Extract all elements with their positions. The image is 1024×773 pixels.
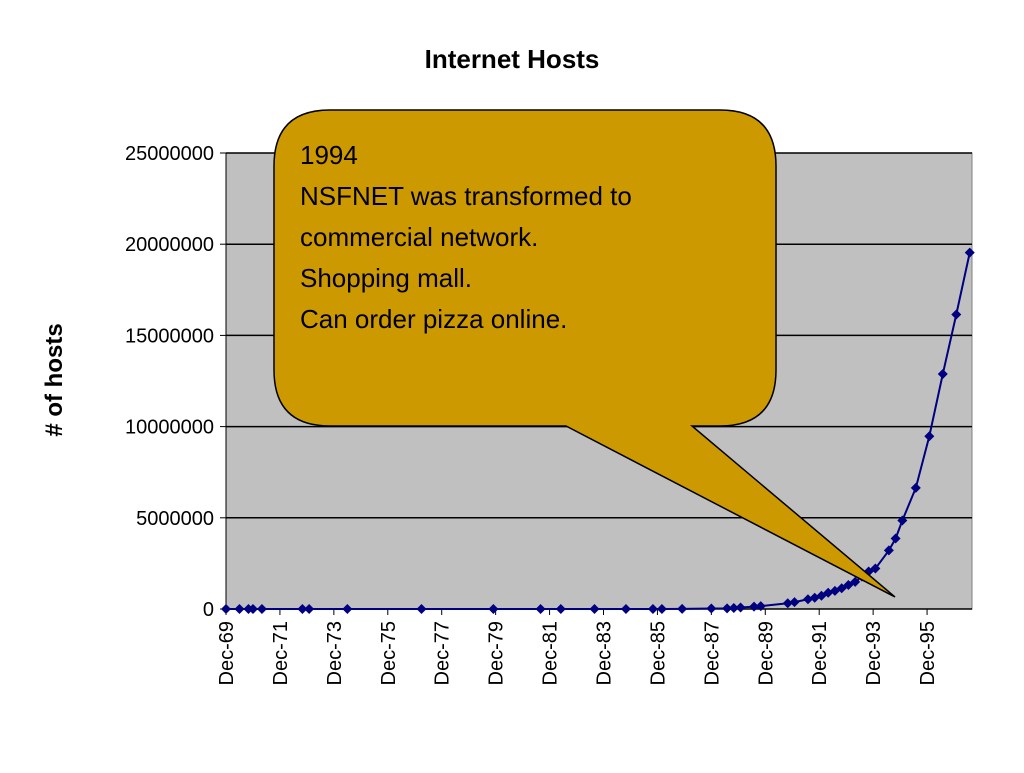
y-tick-label: 10000000 <box>125 417 214 439</box>
data-point <box>964 247 975 258</box>
x-tick-label: Dec-75 <box>378 621 400 685</box>
data-point <box>890 533 901 544</box>
data-point <box>735 602 746 613</box>
data-point <box>722 603 733 614</box>
data-point <box>304 603 315 614</box>
y-tick-label: 0 <box>203 599 214 621</box>
data-point <box>706 603 717 614</box>
callout-text: Shopping mall. <box>300 263 472 293</box>
x-tick-label: Dec-77 <box>432 621 454 685</box>
data-point <box>910 482 921 493</box>
y-tick-label: 25000000 <box>125 143 214 165</box>
y-tick-label: 5000000 <box>136 508 214 530</box>
data-point <box>883 545 894 556</box>
x-tick-label: Dec-69 <box>216 621 238 685</box>
callout-text: Can order pizza online. <box>300 304 567 334</box>
data-point <box>789 597 800 608</box>
callout-text: 1994 <box>300 140 358 170</box>
x-tick-label: Dec-73 <box>324 621 346 685</box>
y-tick-label: 20000000 <box>125 234 214 256</box>
data-point <box>951 309 962 320</box>
data-point <box>656 603 667 614</box>
data-point <box>782 598 793 609</box>
y-axis-title: # of hosts <box>41 323 68 436</box>
x-tick-label: Dec-85 <box>647 621 669 685</box>
callout-text: NSFNET was transformed to <box>300 181 632 211</box>
data-point <box>647 603 658 614</box>
x-tick-label: Dec-79 <box>486 621 508 685</box>
data-point <box>221 603 231 614</box>
x-tick-label: Dec-89 <box>755 621 777 685</box>
data-point <box>416 603 427 614</box>
data-point <box>247 603 258 614</box>
x-tick-label: Dec-81 <box>540 621 562 685</box>
data-point <box>937 369 948 380</box>
data-point <box>589 603 600 614</box>
x-tick-label: Dec-83 <box>593 621 615 685</box>
data-point <box>488 603 499 614</box>
data-point <box>677 603 688 614</box>
x-tick-label: Dec-87 <box>701 621 723 685</box>
callout-text: commercial network. <box>300 222 538 252</box>
data-point <box>850 576 861 587</box>
x-tick-label: Dec-91 <box>809 621 831 685</box>
data-point <box>924 431 935 442</box>
y-tick-label: 15000000 <box>125 325 214 347</box>
data-point <box>870 563 881 574</box>
data-point <box>620 603 631 614</box>
data-point <box>256 603 267 614</box>
x-tick-label: Dec-95 <box>917 621 939 685</box>
data-point <box>755 601 766 612</box>
data-point <box>728 602 739 613</box>
data-point <box>297 603 308 614</box>
data-point <box>802 594 813 605</box>
chart-title: Internet Hosts <box>425 44 600 74</box>
callout-bubble <box>273 109 896 598</box>
data-point <box>749 601 760 612</box>
data-point <box>897 515 908 526</box>
data-point <box>555 603 566 614</box>
data-point <box>234 603 245 614</box>
data-point <box>535 603 546 614</box>
x-tick-label: Dec-71 <box>270 621 292 685</box>
x-tick-label: Dec-93 <box>863 621 885 685</box>
callout: 1994 NSFNET was transformed to commercial … <box>273 109 896 598</box>
data-point <box>342 603 353 614</box>
